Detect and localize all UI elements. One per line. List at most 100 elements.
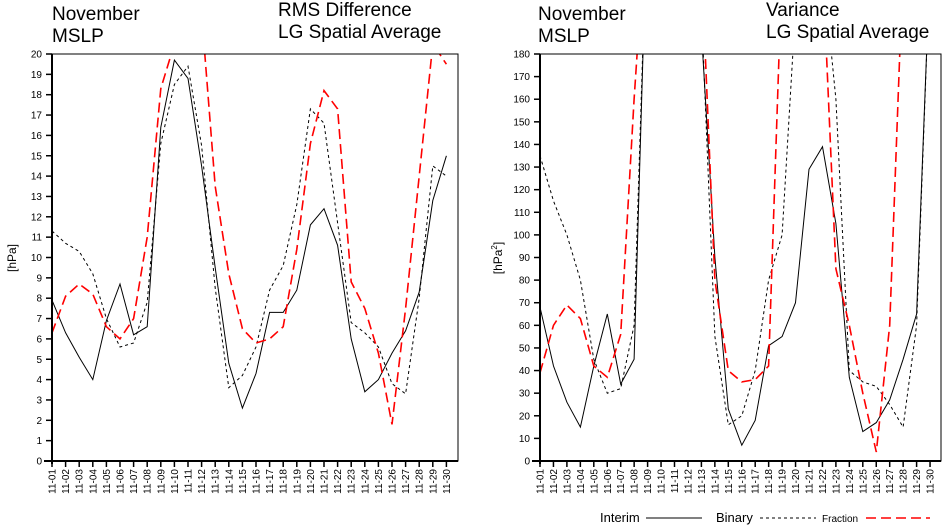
series-line-fraction bbox=[540, 54, 901, 453]
y-tick-label: 4 bbox=[36, 375, 42, 386]
x-tick-label: 11-27 bbox=[401, 469, 412, 494]
x-tick-label: 11-17 bbox=[265, 469, 276, 494]
y-tick-label: 9 bbox=[36, 273, 42, 284]
left-subtitle-line1: RMS Difference bbox=[278, 0, 412, 21]
y-tick-label: 15 bbox=[31, 151, 43, 162]
plot-frame bbox=[51, 53, 459, 462]
y-tick-label: 20 bbox=[519, 411, 531, 422]
y-tick-label: 160 bbox=[513, 95, 530, 106]
x-tick-label: 11-21 bbox=[805, 469, 816, 494]
y-tick-label: 150 bbox=[513, 117, 530, 128]
right-title-line1: November bbox=[538, 4, 626, 25]
y-tick-label: 16 bbox=[31, 131, 43, 142]
y-tick-label: 60 bbox=[519, 321, 531, 332]
x-tick-label: 11-29 bbox=[912, 469, 923, 494]
legend-label-fraction: Fraction bbox=[822, 514, 858, 525]
right-y-axis-label-sup: 2 bbox=[490, 245, 499, 250]
series-line-fraction bbox=[52, 54, 448, 425]
right-y-axis-label-text: [hPa bbox=[491, 249, 505, 274]
x-tick-label: 11-01 bbox=[48, 469, 59, 494]
x-tick-label: 11-15 bbox=[238, 469, 249, 494]
x-tick-label: 11-13 bbox=[211, 469, 222, 494]
series-line-interim bbox=[540, 54, 928, 447]
right-subtitle-line1: Variance bbox=[766, 0, 840, 21]
x-tick-label: 11-10 bbox=[657, 469, 668, 494]
series-line-binary bbox=[52, 64, 447, 395]
y-tick-label: 120 bbox=[513, 185, 530, 196]
x-tick-label: 11-18 bbox=[279, 469, 290, 494]
y-tick-label: 7 bbox=[36, 314, 42, 325]
x-tick-label: 11-17 bbox=[751, 469, 762, 494]
x-tick-label: 11-20 bbox=[306, 469, 317, 494]
x-tick-label: 11-12 bbox=[197, 469, 208, 494]
x-tick-label: 11-24 bbox=[845, 469, 856, 494]
x-tick-label: 11-22 bbox=[333, 469, 344, 494]
series-group bbox=[52, 54, 448, 425]
y-tick-label: 110 bbox=[514, 208, 530, 219]
y-tick-label: 0 bbox=[36, 457, 42, 468]
right-y-axis-label: [hPa2] bbox=[490, 242, 505, 274]
x-tick-label: 11-16 bbox=[252, 469, 263, 494]
x-tick-label: 11-09 bbox=[156, 469, 167, 494]
y-tick-label: 1 bbox=[36, 436, 42, 447]
left-subtitle-line2: LG Spatial Average bbox=[278, 22, 441, 43]
x-tick-label: 11-04 bbox=[88, 469, 99, 494]
right-y-axis-label-end: ] bbox=[491, 242, 505, 245]
x-tick-label: 11-09 bbox=[643, 469, 654, 494]
x-tick-label: 11-05 bbox=[102, 469, 113, 494]
x-tick-label: 11-02 bbox=[549, 469, 560, 494]
series-line-binary bbox=[540, 54, 928, 429]
x-tick-label: 11-16 bbox=[737, 469, 748, 494]
x-tick-label: 11-04 bbox=[576, 469, 587, 494]
legend: Interim Binary Fraction bbox=[600, 510, 930, 525]
series-group bbox=[540, 54, 928, 453]
left-title-line1: November bbox=[52, 4, 140, 25]
right-title-line2: MSLP bbox=[538, 26, 590, 47]
x-tick-label: 11-27 bbox=[885, 469, 896, 494]
y-tick-label: 130 bbox=[513, 163, 530, 174]
x-tick-label: 11-10 bbox=[170, 469, 181, 494]
y-tick-label: 180 bbox=[513, 50, 530, 61]
x-tick-label: 11-11 bbox=[670, 469, 681, 494]
x-tick-label: 11-08 bbox=[630, 469, 641, 494]
x-tick-label: 11-30 bbox=[442, 469, 453, 494]
x-tick-label: 11-19 bbox=[778, 469, 789, 494]
y-tick-label: 2 bbox=[36, 416, 42, 427]
y-tick-label: 10 bbox=[31, 253, 43, 264]
y-tick-label: 20 bbox=[31, 50, 43, 61]
x-tick-label: 11-03 bbox=[75, 469, 86, 494]
left-panel-titles: November MSLP RMS Difference LG Spatial … bbox=[52, 0, 441, 47]
y-tick-label: 170 bbox=[513, 72, 530, 83]
y-tick-label: 6 bbox=[36, 334, 42, 345]
x-tick-label: 11-07 bbox=[616, 469, 627, 494]
y-tick-label: 90 bbox=[519, 253, 531, 264]
y-tick-label: 10 bbox=[519, 434, 531, 445]
x-tick-label: 11-26 bbox=[388, 469, 399, 494]
y-tick-label: 50 bbox=[519, 343, 531, 354]
x-tick-label: 11-23 bbox=[347, 469, 358, 494]
x-tick-label: 11-28 bbox=[415, 469, 426, 494]
left-y-axis-label: [hPa] bbox=[5, 244, 19, 272]
right-panel-titles: November MSLP Variance LG Spatial Averag… bbox=[538, 0, 929, 47]
x-tick-label: 11-13 bbox=[697, 469, 708, 494]
x-tick-label: 11-07 bbox=[129, 469, 140, 494]
x-tick-label: 11-29 bbox=[428, 469, 439, 494]
x-tick-label: 11-08 bbox=[143, 469, 154, 494]
y-tick-label: 13 bbox=[31, 192, 43, 203]
x-tick-label: 11-03 bbox=[562, 469, 573, 494]
x-tick-label: 11-12 bbox=[683, 469, 694, 494]
x-tick-label: 11-25 bbox=[858, 469, 869, 494]
x-tick-label: 11-25 bbox=[374, 469, 385, 494]
x-tick-label: 11-22 bbox=[818, 469, 829, 494]
y-tick-label: 5 bbox=[36, 355, 42, 366]
y-tick-label: 8 bbox=[36, 294, 42, 305]
y-tick-label: 3 bbox=[36, 395, 42, 406]
x-tick-label: 11-06 bbox=[116, 469, 127, 494]
x-tick-label: 11-14 bbox=[710, 469, 721, 494]
y-tick-label: 80 bbox=[519, 276, 531, 287]
y-tick-label: 14 bbox=[31, 172, 43, 183]
variance-panel: 0 10 20 30 40 50 60 70 80 90 100 110 120 130 140 150 160… bbox=[513, 50, 942, 494]
x-tick-label: 11-24 bbox=[360, 469, 371, 494]
x-tick-label: 11-11 bbox=[184, 469, 195, 494]
